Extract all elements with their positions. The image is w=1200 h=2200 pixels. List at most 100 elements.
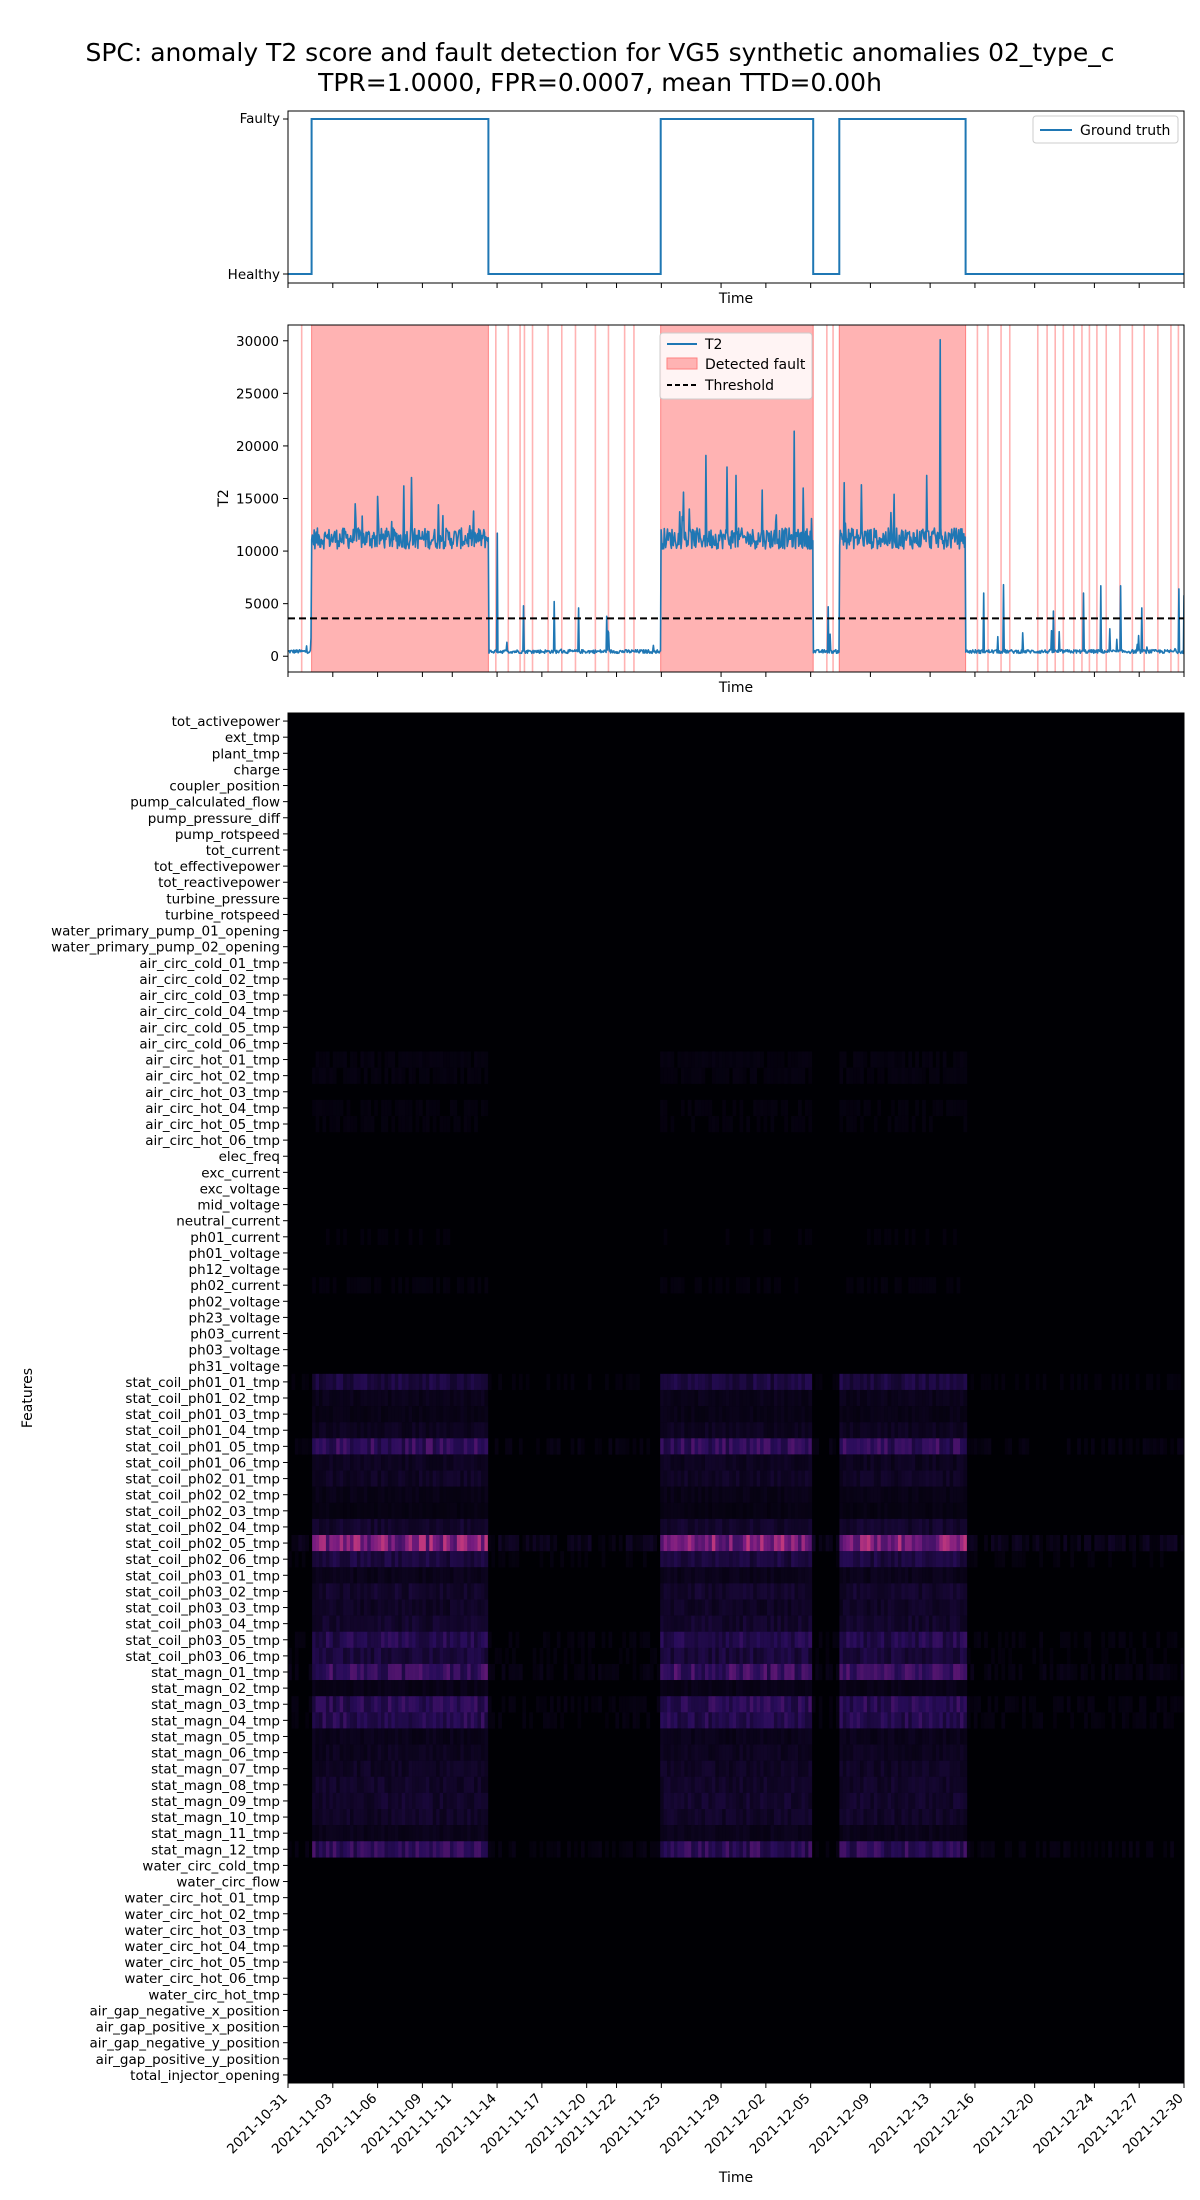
heatmap-cell xyxy=(663,1631,668,1649)
heatmap-cell xyxy=(370,1760,375,1777)
heatmap-cell xyxy=(322,1696,327,1713)
heatmap-cell xyxy=(949,1454,954,1471)
heatmap-cell xyxy=(918,1502,923,1520)
heatmap-cell xyxy=(698,1809,702,1826)
heatmap-cell xyxy=(804,1406,809,1423)
heatmap-cell xyxy=(412,1470,416,1487)
heatmap-cell xyxy=(846,1825,851,1842)
heatmap-cell xyxy=(801,1631,806,1649)
heatmap-cell xyxy=(829,1663,833,1681)
heatmap-cell xyxy=(453,1422,458,1439)
heatmap-cell xyxy=(918,1067,923,1084)
heatmap-cell xyxy=(736,1744,740,1761)
heatmap-cell xyxy=(839,1373,844,1391)
heatmap-cell xyxy=(853,1535,857,1552)
heatmap-cell xyxy=(1084,1535,1088,1552)
heatmap-cell xyxy=(746,1744,751,1761)
heatmap-cell xyxy=(401,1615,406,1632)
heatmap-cell xyxy=(704,1051,709,1068)
heatmap-cell xyxy=(477,1470,482,1487)
heatmap-cell xyxy=(1173,1373,1178,1391)
heatmap-cell xyxy=(918,1825,923,1842)
heatmap-cell xyxy=(398,1809,403,1826)
detected-fault-marker xyxy=(623,325,626,672)
heatmap-cell xyxy=(294,1631,299,1649)
heatmap-cell xyxy=(350,1470,354,1487)
heatmap-cell xyxy=(715,1647,720,1665)
heatmap-cell xyxy=(680,1680,685,1697)
heatmap-cell xyxy=(722,1067,726,1084)
heatmap-cell xyxy=(846,1535,851,1552)
heatmap-cell xyxy=(801,1518,806,1536)
heatmap-cell xyxy=(484,1599,489,1616)
heatmap-cell xyxy=(939,1615,944,1632)
heatmap-cell xyxy=(784,1486,788,1503)
heatmap-cell xyxy=(739,1406,744,1423)
heatmap-cell xyxy=(346,1647,351,1665)
heatmap-cell xyxy=(1121,1631,1126,1649)
ytick-label: 15000 xyxy=(236,492,279,508)
heatmap-cell xyxy=(767,1470,771,1487)
detected-fault-marker xyxy=(1143,325,1145,672)
heatmap-cell xyxy=(842,1438,847,1455)
heatmap-cell xyxy=(718,1422,723,1439)
heatmap-cell xyxy=(429,1760,434,1777)
heatmap-cell xyxy=(336,1486,340,1503)
heatmap-cell xyxy=(756,1470,761,1487)
heatmap-cell xyxy=(694,1728,699,1745)
heatmap-cell xyxy=(746,1728,751,1745)
heatmap-cell xyxy=(408,1728,413,1745)
heatmap-cell xyxy=(856,1583,861,1600)
heatmap-cell xyxy=(897,1535,902,1552)
heatmap-cell xyxy=(739,1551,744,1568)
heatmap-cell xyxy=(432,1099,437,1117)
heatmap-cell xyxy=(363,1486,368,1503)
heatmap-cell xyxy=(808,1454,813,1471)
heatmap-cell xyxy=(439,1486,444,1503)
heatmap-cell xyxy=(704,1486,709,1503)
heatmap-cell xyxy=(1108,1631,1112,1649)
heatmap-cell xyxy=(787,1518,792,1536)
heatmap-cell xyxy=(960,1099,964,1117)
heatmap-cell xyxy=(711,1502,716,1520)
heatmap-cell xyxy=(412,1567,416,1584)
heatmap-cell xyxy=(394,1663,399,1681)
heatmap-cell xyxy=(777,1696,782,1713)
heatmap-cell xyxy=(398,1389,403,1407)
heatmap-cell xyxy=(966,1438,971,1455)
heatmap-cell xyxy=(863,1760,868,1777)
heatmap-cell xyxy=(884,1583,888,1600)
heatmap-cell xyxy=(463,1486,468,1503)
heatmap-cell xyxy=(319,1712,323,1729)
heatmap-cell xyxy=(370,1422,375,1439)
heatmap-cell xyxy=(429,1809,434,1826)
heatmap-cell xyxy=(453,1406,458,1423)
heatmap-cell xyxy=(367,1680,372,1697)
heatmap-cell xyxy=(367,1389,372,1407)
heatmap-cell xyxy=(763,1583,768,1600)
heatmap-cell xyxy=(453,1518,458,1536)
heatmap-cell xyxy=(436,1277,440,1294)
heatmap-cell xyxy=(322,1583,327,1600)
heatmap-cell xyxy=(408,1389,413,1407)
heatmap-cell xyxy=(904,1551,909,1568)
heatmap-cell xyxy=(663,1825,668,1842)
heatmap-cell xyxy=(367,1438,372,1455)
heatmap-cell xyxy=(732,1809,737,1826)
heatmap-cell xyxy=(811,1696,816,1713)
heatmap-cell xyxy=(922,1067,926,1084)
heatmap-cell xyxy=(660,1470,664,1487)
heatmap-cell xyxy=(374,1518,378,1536)
heatmap-cell xyxy=(446,1551,451,1568)
heatmap-cell xyxy=(449,1663,454,1681)
heatmap-cell xyxy=(1059,1663,1064,1681)
heatmap-cell xyxy=(887,1502,892,1520)
heatmap-cell xyxy=(939,1583,944,1600)
heatmap-cell xyxy=(680,1099,685,1117)
heatmap-cell xyxy=(767,1776,771,1794)
heatmap-cell xyxy=(915,1518,919,1536)
heatmap-cell xyxy=(860,1277,864,1294)
heatmap-cell xyxy=(725,1228,730,1246)
heatmap-cell xyxy=(749,1373,754,1391)
heatmap-cell xyxy=(877,1389,882,1407)
